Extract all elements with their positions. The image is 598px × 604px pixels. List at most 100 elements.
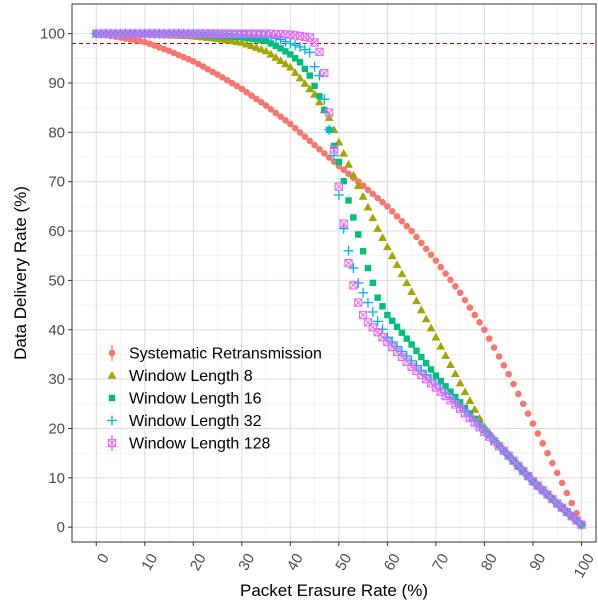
data-point — [340, 177, 347, 185]
data-point — [509, 456, 518, 465]
data-point — [315, 97, 324, 106]
data-point — [358, 310, 368, 320]
data-point — [389, 317, 396, 325]
legend-key — [108, 349, 116, 357]
x-tick-label: 40 — [284, 551, 307, 574]
data-point — [305, 84, 315, 93]
y-tick-label: 60 — [48, 223, 65, 240]
data-point — [398, 329, 406, 336]
data-point — [324, 108, 334, 117]
data-point — [408, 227, 415, 235]
y-tick-label: 70 — [48, 174, 65, 191]
data-point — [510, 380, 517, 388]
data-point — [539, 439, 546, 447]
data-point — [368, 213, 378, 222]
data-point — [456, 289, 464, 297]
data-point — [384, 203, 391, 210]
data-point — [354, 298, 363, 307]
data-point — [524, 410, 532, 417]
legend-label: Window Length 128 — [129, 436, 271, 453]
data-point — [311, 141, 318, 149]
data-point — [369, 190, 377, 198]
data-point — [450, 369, 460, 378]
data-point — [282, 116, 289, 124]
data-point — [242, 39, 252, 48]
data-point — [329, 150, 339, 161]
data-point — [422, 245, 430, 253]
data-point — [349, 170, 358, 179]
data-point — [421, 314, 431, 323]
data-point — [262, 102, 270, 109]
legend-label: Window Length 16 — [129, 391, 262, 408]
y-tick-label: 30 — [48, 371, 65, 388]
data-point — [568, 499, 576, 507]
data-point — [437, 263, 445, 271]
data-point — [237, 38, 247, 46]
data-point — [330, 158, 338, 166]
data-point — [382, 242, 392, 251]
y-tick-label: 80 — [48, 124, 65, 141]
data-point — [427, 251, 435, 259]
data-point — [350, 214, 357, 221]
data-point — [314, 70, 325, 81]
data-point — [266, 49, 276, 58]
x-tick-label: 50 — [332, 551, 355, 574]
data-point — [304, 47, 315, 58]
data-point — [290, 68, 300, 76]
data-point — [402, 278, 412, 287]
data-point — [451, 283, 459, 290]
data-point — [372, 316, 383, 327]
data-point — [316, 146, 323, 153]
data-point — [334, 182, 344, 191]
data-point — [301, 65, 309, 73]
data-point — [432, 257, 440, 264]
data-point — [519, 400, 527, 408]
data-point — [403, 335, 410, 342]
data-point — [344, 160, 353, 168]
legend-key — [108, 394, 116, 402]
data-point — [219, 74, 226, 81]
data-point — [253, 95, 260, 103]
data-point — [267, 40, 275, 47]
data-point — [505, 370, 512, 378]
data-point — [432, 372, 440, 379]
legend: Systematic Retransmission Window Length 8… — [107, 345, 322, 453]
data-point — [301, 133, 309, 140]
data-point — [426, 323, 436, 332]
data-point — [476, 319, 483, 326]
data-point — [396, 346, 407, 357]
data-point — [349, 281, 358, 290]
data-point — [204, 65, 212, 73]
data-point — [441, 351, 450, 359]
data-point — [362, 297, 373, 308]
data-point — [481, 326, 488, 334]
data-point — [485, 335, 493, 342]
data-point — [272, 109, 280, 117]
data-point — [465, 396, 475, 404]
data-point — [270, 33, 281, 44]
data-point — [403, 222, 411, 230]
data-point — [572, 516, 581, 525]
data-point — [382, 332, 393, 343]
data-point — [343, 245, 354, 256]
data-point — [412, 296, 421, 305]
data-point — [272, 42, 279, 50]
data-point — [214, 71, 221, 78]
data-point — [447, 276, 454, 284]
data-point — [392, 260, 402, 269]
data-point — [287, 120, 294, 128]
data-point — [534, 430, 542, 437]
data-point — [490, 344, 498, 351]
y-tick-label: 0 — [57, 519, 65, 536]
data-point — [276, 56, 286, 64]
data-point — [348, 263, 359, 274]
legend-key — [107, 415, 117, 426]
data-point — [277, 113, 284, 120]
data-point — [291, 55, 299, 62]
data-point — [358, 287, 369, 298]
data-point — [553, 469, 561, 477]
data-point — [359, 248, 367, 255]
data-point — [500, 361, 508, 369]
data-point — [309, 61, 320, 72]
data-point — [223, 77, 231, 84]
